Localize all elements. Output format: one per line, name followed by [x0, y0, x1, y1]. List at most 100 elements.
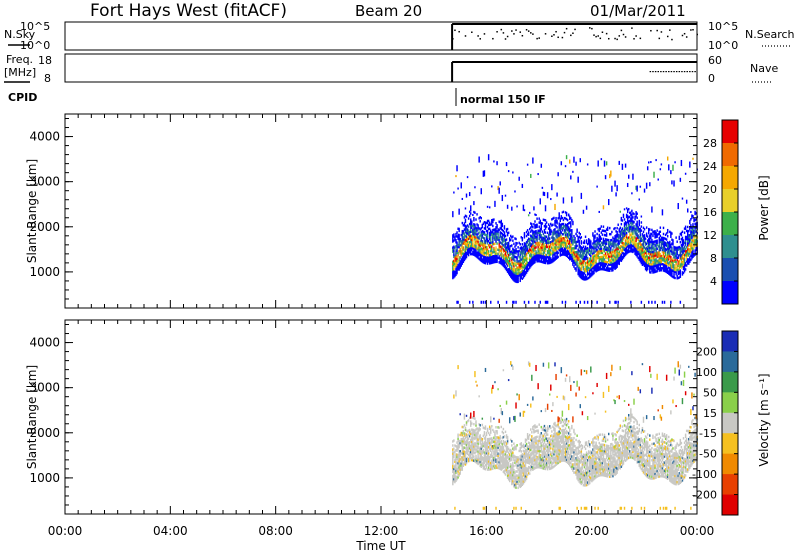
- heatmap-cell: [519, 263, 521, 266]
- heatmap-cell: [602, 253, 605, 257]
- heatmap-cell: [472, 448, 474, 452]
- heatmap-cell: [674, 254, 676, 257]
- heatmap-cell: [659, 248, 662, 252]
- heatmap-cell: [534, 236, 536, 239]
- heatmap-cell: [493, 464, 495, 468]
- heatmap-cell: [460, 452, 462, 455]
- heatmap-cell: [499, 257, 501, 260]
- heatmap-cell: [674, 258, 676, 261]
- heatmap-cell: [663, 251, 666, 254]
- heatmap-cell: [506, 248, 509, 251]
- heatmap-cell: [609, 226, 611, 230]
- heatmap-cell: [465, 445, 468, 449]
- heatmap-cell: [519, 463, 521, 466]
- heatmap-cell: [506, 204, 509, 209]
- heatmap-cell: [512, 235, 514, 238]
- heatmap-cell: [470, 444, 472, 448]
- heatmap-cell: [594, 250, 596, 254]
- heatmap-cell: [521, 481, 524, 484]
- nsearch-dot: [658, 37, 661, 40]
- heatmap-cell: [617, 243, 619, 247]
- heatmap-cell: [532, 248, 534, 251]
- heatmap-cell: [592, 234, 594, 237]
- heatmap-cell: [503, 441, 506, 444]
- heatmap-cell: [679, 247, 682, 250]
- heatmap-cell: [473, 229, 475, 232]
- heatmap-cell: [657, 265, 659, 268]
- heatmap-cell: [660, 238, 663, 242]
- heatmap-cell: [616, 259, 618, 262]
- heatmap-cell: [463, 438, 466, 441]
- heatmap-cell: [468, 416, 471, 420]
- heatmap-cell: [597, 252, 599, 255]
- heatmap-cell: [468, 457, 471, 460]
- heatmap-cell: [526, 251, 529, 254]
- colorbar-tick-label: 8: [710, 252, 717, 265]
- heatmap-cell: [472, 452, 474, 456]
- heatmap-cell: [485, 462, 488, 465]
- heatmap-cell: [504, 257, 507, 260]
- heatmap-cell: [472, 224, 474, 228]
- heatmap-cell: [621, 219, 624, 222]
- heatmap-cell: [523, 236, 526, 239]
- heatmap-cell: [570, 237, 572, 240]
- heatmap-cell: [485, 433, 488, 437]
- heatmap-cell: [537, 243, 539, 247]
- heatmap-cell: [632, 220, 634, 223]
- heatmap-cell: [637, 252, 639, 256]
- heatmap-cell: [510, 269, 512, 272]
- heatmap-cell: [485, 456, 488, 459]
- heatmap-cell: [579, 253, 582, 256]
- heatmap-cell: [510, 467, 512, 470]
- heatmap-cell: [498, 458, 500, 462]
- freq-tick-low: 8: [44, 72, 51, 85]
- heatmap-cell: [502, 244, 505, 247]
- heatmap-cell: [646, 267, 649, 271]
- heatmap-cell: [694, 218, 696, 222]
- heatmap-cell: [476, 233, 478, 236]
- heatmap-cell: [637, 238, 639, 241]
- heatmap-cell: [586, 250, 589, 254]
- heatmap-cell: [674, 256, 676, 259]
- heatmap-cell: [508, 465, 511, 468]
- nsearch-dot: [483, 33, 486, 35]
- heatmap-cell: [462, 238, 465, 241]
- heatmap-cell: [493, 218, 495, 221]
- heatmap-cell: [617, 260, 619, 263]
- heatmap-cell: [490, 249, 492, 253]
- heatmap-cell: [679, 271, 682, 274]
- heatmap-cell: [452, 458, 454, 461]
- heatmap-cell: [675, 246, 677, 249]
- heatmap-cell: [591, 263, 593, 267]
- heatmap-cell: [602, 225, 605, 228]
- heatmap-cell: [461, 238, 464, 241]
- heatmap-cell: [524, 475, 527, 478]
- heatmap-cell: [571, 253, 573, 256]
- heatmap-cell: [511, 244, 513, 247]
- heatmap-cell: [455, 449, 457, 452]
- heatmap-cell: [464, 224, 467, 228]
- heatmap-cell: [515, 270, 517, 273]
- heatmap-cell: [680, 246, 683, 249]
- heatmap-cell: [657, 253, 659, 256]
- heatmap-cell: [666, 263, 669, 266]
- heatmap-cell: [692, 239, 694, 242]
- heatmap-cell: [508, 269, 511, 273]
- heatmap-cell: [524, 464, 527, 468]
- heatmap-cell: [620, 231, 623, 234]
- heatmap-cell: [575, 257, 577, 260]
- heatmap-cell: [475, 428, 477, 431]
- heatmap-cell: [535, 229, 537, 233]
- heatmap-cell: [454, 464, 456, 468]
- heatmap-cell: [506, 256, 509, 259]
- heatmap-cell: [686, 208, 689, 213]
- heatmap-cell: [692, 229, 694, 232]
- heatmap-cell: [623, 236, 626, 239]
- heatmap-cell: [604, 230, 607, 233]
- heatmap-cell: [510, 477, 512, 480]
- heatmap-cell: [613, 260, 615, 263]
- heatmap-cell: [464, 220, 467, 224]
- heatmap-cell: [601, 255, 604, 259]
- heatmap-cell: [591, 251, 593, 254]
- heatmap-cell: [518, 249, 520, 253]
